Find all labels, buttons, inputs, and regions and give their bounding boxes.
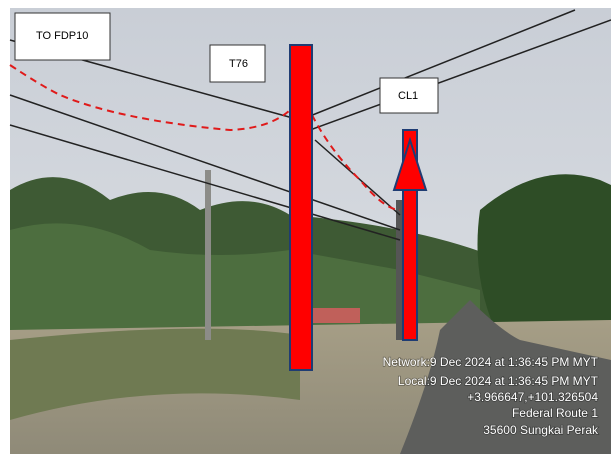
timestamp-line: Local:9 Dec 2024 at 1:36:45 PM MYT [398,374,599,388]
label: T76 [229,58,248,70]
pole-t76 [290,45,312,370]
annotated-photo: TO FDP10 T76 CL1 Network:9 Dec 2024 at 1… [0,0,611,454]
timestamp-line: +3.966647,+101.326504 [467,390,598,404]
timestamp-line: Federal Route 1 [512,406,598,420]
timestamp-line: Network:9 Dec 2024 at 1:36:45 PM MYT [383,355,599,369]
label: TO FDP10 [36,30,88,42]
timestamp-line: 35600 Sungkai Perak [483,423,599,437]
label: CL1 [398,90,418,102]
